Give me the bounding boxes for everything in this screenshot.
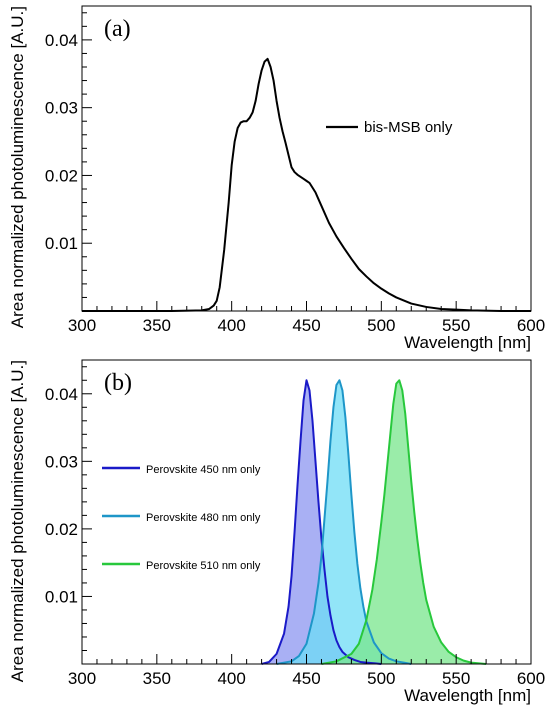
x-tick-label: 500 [367,669,395,688]
x-tick-label: 600 [517,316,545,335]
x-tick-label: 550 [442,316,470,335]
y-tick-label: 0.04 [45,385,78,404]
legend-label: Perovskite 510 nm only [146,560,261,572]
perovskite-510-nm-only-line [321,379,487,665]
y-tick-label: 0.03 [45,452,78,471]
y-tick-label: 0.02 [45,166,78,185]
x-tick-label: 300 [68,316,96,335]
panel-label: (a) [104,16,131,42]
y-axis-title: Area normalized photoluminescence [A.U.] [8,6,27,328]
legend-label: bis-MSB only [364,119,453,136]
plot-frame [81,5,532,312]
y-tick-label: 0.04 [45,31,78,50]
perovskite-450-nm-only-line [261,379,382,665]
legend-label: Perovskite 450 nm only [146,464,261,476]
y-tick-label: 0.01 [45,234,78,253]
x-tick-label: 400 [217,316,245,335]
bis-msb-only-line [82,57,531,312]
perovskite-510-nm-only-area [321,380,487,664]
legend: bis-MSB only [326,119,453,136]
legend-label: Perovskite 480 nm only [146,512,261,524]
x-tick-label: 450 [292,669,320,688]
legend: Perovskite 450 nm only Perovskite 480 nm … [102,464,261,572]
y-tick-label: 0.03 [45,99,78,118]
perovskite-480-nm-only-area [276,380,412,664]
y-tick-label: 0.01 [45,587,78,606]
x-tick-label: 450 [292,316,320,335]
y-tick-label: 0.02 [45,520,78,539]
x-tick-label: 300 [68,669,96,688]
perovskite-450-nm-only-area [261,380,382,664]
x-tick-label: 350 [143,316,171,335]
x-tick-label: 350 [143,669,171,688]
x-axis-title: Wavelength [nm] [404,333,531,352]
x-tick-label: 400 [217,669,245,688]
panel-label: (b) [104,370,132,396]
panel-b: 300 350 400 450 500 550 600 0.01 0.02 0.03 0.04 (b… [8,359,545,705]
panel-a: 300 350 400 450 500 550 600 0.01 0.02 0.03 0.04 (a… [8,5,545,352]
x-tick-label: 550 [442,669,470,688]
y-axis-title: Area normalized photoluminescence [A.U.] [8,360,27,682]
perovskite-480-nm-only-line [276,379,412,665]
x-tick-label: 500 [367,316,395,335]
x-axis-title: Wavelength [nm] [404,686,531,705]
x-tick-label: 600 [517,669,545,688]
